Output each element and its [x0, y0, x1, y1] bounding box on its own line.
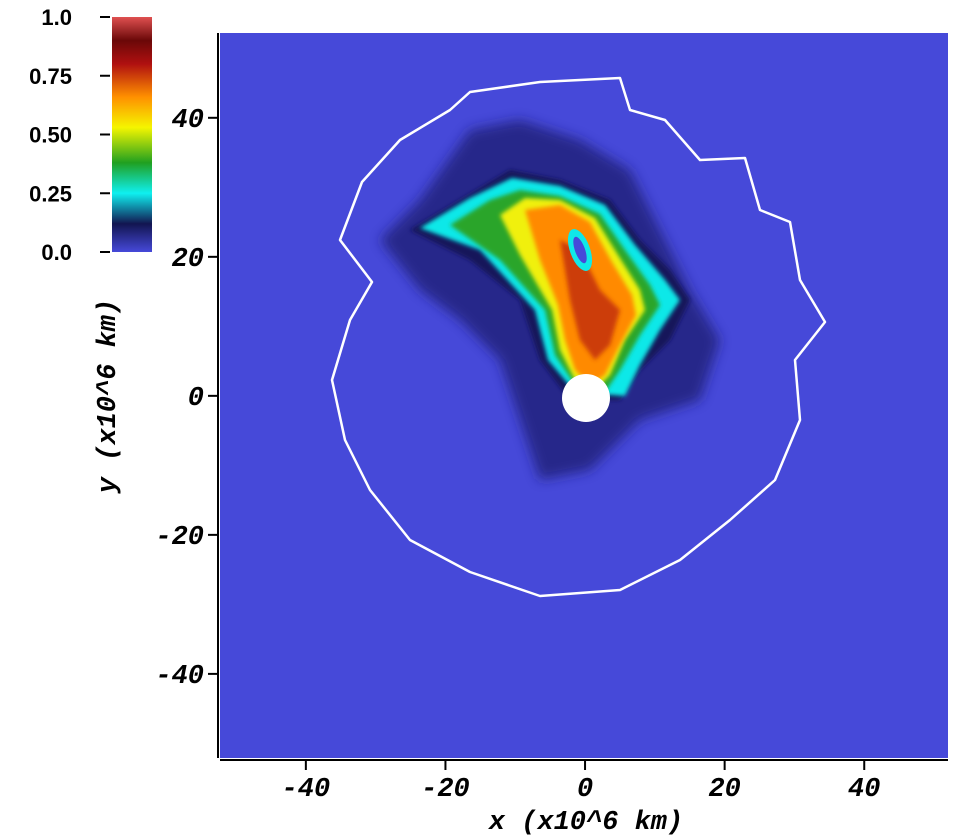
x-tick-label: -20 [421, 775, 470, 805]
y-tick-label: -20 [155, 523, 204, 553]
colorbar-tick-label: 0.50 [29, 123, 72, 148]
x-tick-label: -40 [282, 775, 331, 805]
colorbar [112, 17, 152, 252]
y-tick-label: -40 [155, 662, 204, 692]
colorbar-tick-label: 0.0 [41, 240, 72, 265]
colorbar-tick-label: 0.25 [29, 181, 72, 206]
x-tick-label: 20 [708, 775, 740, 805]
x-axis-label: x (x10^6 km) [488, 808, 683, 836]
y-tick-label: 0 [188, 384, 204, 414]
y-tick-label: 40 [172, 106, 204, 136]
colorbar-tick-label: 0.75 [29, 64, 72, 89]
x-tick-label: 0 [577, 775, 593, 805]
field [330, 76, 827, 598]
y-tick-label: 20 [172, 245, 204, 275]
colorbar-tick-label: 1.0 [41, 5, 72, 30]
y-axis-label: y (x10^6 km) [94, 299, 124, 494]
x-tick-label: 40 [848, 775, 880, 805]
